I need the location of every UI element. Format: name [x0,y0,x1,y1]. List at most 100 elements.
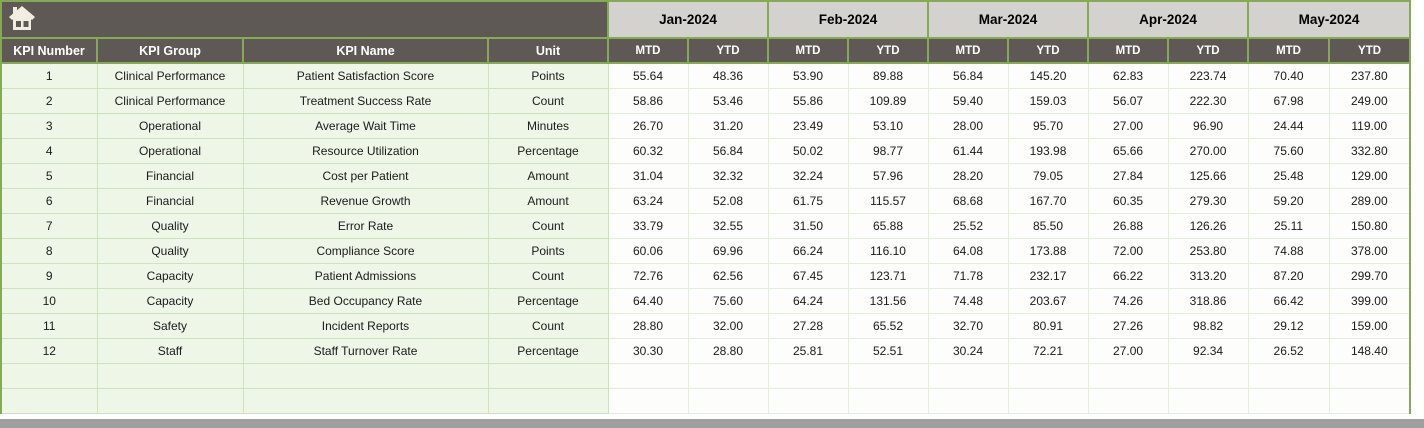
empty-value-cell[interactable] [1328,362,1412,389]
value-cell[interactable]: 64.40 [607,287,689,314]
value-cell[interactable]: 173.88 [1007,237,1089,264]
empty-value-cell[interactable] [767,387,849,414]
value-cell[interactable]: 55.86 [767,87,849,114]
kpi-name-cell[interactable]: Compliance Score [242,237,489,264]
value-cell[interactable]: 65.66 [1087,137,1169,164]
value-cell[interactable]: 52.51 [847,337,929,364]
value-cell[interactable]: 159.00 [1328,312,1412,339]
value-cell[interactable]: 74.26 [1087,287,1169,314]
value-cell[interactable]: 25.48 [1247,162,1330,189]
value-cell[interactable]: 80.91 [1007,312,1089,339]
kpi-group-cell[interactable]: Quality [96,237,244,264]
value-cell[interactable]: 123.71 [847,262,929,289]
value-cell[interactable]: 56.07 [1087,87,1169,114]
value-cell[interactable]: 253.80 [1167,237,1249,264]
unit-cell[interactable]: Count [487,262,609,289]
value-cell[interactable]: 68.68 [927,187,1009,214]
kpi-name-cell[interactable]: Cost per Patient [242,162,489,189]
kpi-name-cell[interactable]: Patient Admissions [242,262,489,289]
value-cell[interactable]: 26.70 [607,112,689,139]
value-cell[interactable]: 60.35 [1087,187,1169,214]
empty-value-cell[interactable] [687,387,769,414]
value-cell[interactable]: 203.67 [1007,287,1089,314]
kpi-name-cell[interactable]: Revenue Growth [242,187,489,214]
value-cell[interactable]: 69.96 [687,237,769,264]
value-cell[interactable]: 27.00 [1087,337,1169,364]
kpi-name-cell[interactable]: Patient Satisfaction Score [242,62,489,89]
value-cell[interactable]: 95.70 [1007,112,1089,139]
kpi-number-cell[interactable]: 2 [0,87,98,114]
kpi-group-cell[interactable]: Operational [96,137,244,164]
value-cell[interactable]: 62.83 [1087,62,1169,89]
value-cell[interactable]: 29.12 [1247,312,1330,339]
value-cell[interactable]: 150.80 [1328,212,1412,239]
value-cell[interactable]: 70.40 [1247,62,1330,89]
value-cell[interactable]: 65.88 [847,212,929,239]
value-cell[interactable]: 145.20 [1007,62,1089,89]
value-cell[interactable]: 27.26 [1087,312,1169,339]
kpi-number-cell[interactable]: 8 [0,237,98,264]
value-cell[interactable]: 72.76 [607,262,689,289]
value-cell[interactable]: 116.10 [847,237,929,264]
kpi-name-cell[interactable]: Staff Turnover Rate [242,337,489,364]
value-cell[interactable]: 72.00 [1087,237,1169,264]
value-cell[interactable]: 32.55 [687,212,769,239]
kpi-number-cell[interactable]: 7 [0,212,98,239]
value-cell[interactable]: 27.28 [767,312,849,339]
value-cell[interactable]: 61.44 [927,137,1009,164]
value-cell[interactable]: 318.86 [1167,287,1249,314]
unit-cell[interactable]: Minutes [487,112,609,139]
value-cell[interactable]: 25.52 [927,212,1009,239]
value-cell[interactable]: 31.50 [767,212,849,239]
value-cell[interactable]: 32.00 [687,312,769,339]
value-cell[interactable]: 399.00 [1328,287,1412,314]
value-cell[interactable]: 64.24 [767,287,849,314]
value-cell[interactable]: 52.08 [687,187,769,214]
value-cell[interactable]: 57.96 [847,162,929,189]
value-cell[interactable]: 66.42 [1247,287,1330,314]
value-cell[interactable]: 237.80 [1328,62,1412,89]
value-cell[interactable]: 66.22 [1087,262,1169,289]
empty-value-cell[interactable] [1167,362,1249,389]
value-cell[interactable]: 25.81 [767,337,849,364]
empty-value-cell[interactable] [1007,362,1089,389]
kpi-name-cell[interactable]: Bed Occupancy Rate [242,287,489,314]
kpi-name-cell[interactable]: Resource Utilization [242,137,489,164]
value-cell[interactable]: 60.06 [607,237,689,264]
value-cell[interactable]: 71.78 [927,262,1009,289]
empty-value-cell[interactable] [1247,387,1330,414]
empty-value-cell[interactable] [1247,362,1330,389]
unit-cell[interactable]: Count [487,312,609,339]
kpi-group-cell[interactable]: Capacity [96,287,244,314]
kpi-number-cell[interactable]: 6 [0,187,98,214]
empty-label-cell[interactable] [96,387,244,414]
value-cell[interactable]: 378.00 [1328,237,1412,264]
value-cell[interactable]: 27.00 [1087,112,1169,139]
value-cell[interactable]: 66.24 [767,237,849,264]
unit-cell[interactable]: Count [487,87,609,114]
empty-value-cell[interactable] [607,387,689,414]
value-cell[interactable]: 75.60 [1247,137,1330,164]
value-cell[interactable]: 98.77 [847,137,929,164]
value-cell[interactable]: 30.30 [607,337,689,364]
value-cell[interactable]: 85.50 [1007,212,1089,239]
value-cell[interactable]: 65.52 [847,312,929,339]
empty-label-cell[interactable] [242,387,489,414]
empty-label-cell[interactable] [242,362,489,389]
value-cell[interactable]: 28.00 [927,112,1009,139]
value-cell[interactable]: 55.64 [607,62,689,89]
unit-cell[interactable]: Points [487,62,609,89]
value-cell[interactable]: 60.32 [607,137,689,164]
kpi-number-cell[interactable]: 12 [0,337,98,364]
value-cell[interactable]: 28.20 [927,162,1009,189]
kpi-group-cell[interactable]: Operational [96,112,244,139]
value-cell[interactable]: 126.26 [1167,212,1249,239]
value-cell[interactable]: 50.02 [767,137,849,164]
value-cell[interactable]: 32.24 [767,162,849,189]
empty-value-cell[interactable] [1007,387,1089,414]
unit-cell[interactable]: Percentage [487,337,609,364]
kpi-number-cell[interactable]: 10 [0,287,98,314]
unit-cell[interactable]: Percentage [487,137,609,164]
value-cell[interactable]: 56.84 [687,137,769,164]
empty-label-cell[interactable] [0,387,98,414]
